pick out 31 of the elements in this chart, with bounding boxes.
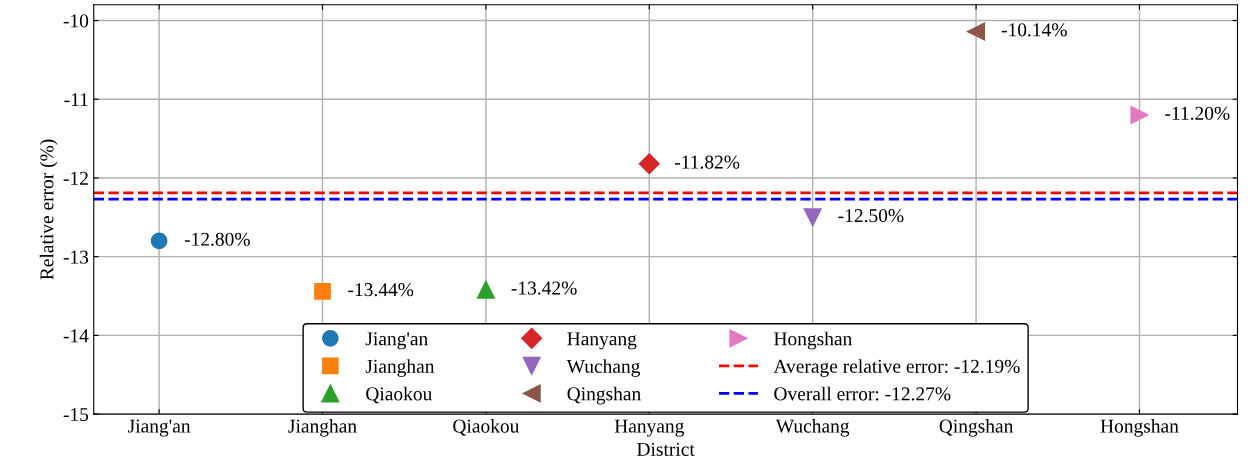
y-tick-label: -12 [63, 171, 88, 185]
data-label: -11.20% [1165, 106, 1230, 120]
x-tick-label: Qingshan [939, 418, 1014, 437]
legend-label: Qingshan [567, 386, 641, 405]
data-label: -12.80% [184, 232, 250, 246]
legend-label: Qiaokou [366, 386, 432, 404]
data-label: -11.82% [675, 155, 740, 169]
x-tick-label: Hongshan [1100, 418, 1179, 437]
x-tick-label: Hanyang [614, 419, 685, 437]
y-tick-label: -14 [63, 329, 89, 343]
x-tick-label: Wuchang [775, 418, 850, 437]
legend-label: Average relative error: -12.19% [773, 359, 1020, 377]
x-axis-title: District [637, 442, 695, 456]
legend-label: Hongshan [774, 331, 852, 350]
x-tick-label: Qiaokou [453, 418, 520, 436]
data-label: -13.44% [348, 283, 414, 297]
legend-label: Wuchang [566, 359, 641, 377]
data-label: -10.14% [1001, 23, 1067, 37]
y-tick-label: -15 [63, 408, 89, 422]
x-tick-label: Jianghan [288, 418, 357, 437]
x-tick-label: Jiang'an [128, 419, 191, 437]
legend-label: Jiang'an [365, 332, 428, 350]
y-axis-title: Relative error (%) [39, 139, 58, 280]
y-tick-label: -10 [63, 14, 89, 28]
data-label: -12.50% [838, 209, 904, 223]
legend-label: Hanyang [567, 332, 637, 350]
data-label: -13.42% [511, 281, 577, 295]
legend-label: Jianghan [365, 359, 435, 377]
y-tick-label: -11 [64, 93, 88, 106]
legend-label: Overall error: -12.27% [774, 386, 951, 401]
y-tick-label: -13 [63, 250, 89, 264]
